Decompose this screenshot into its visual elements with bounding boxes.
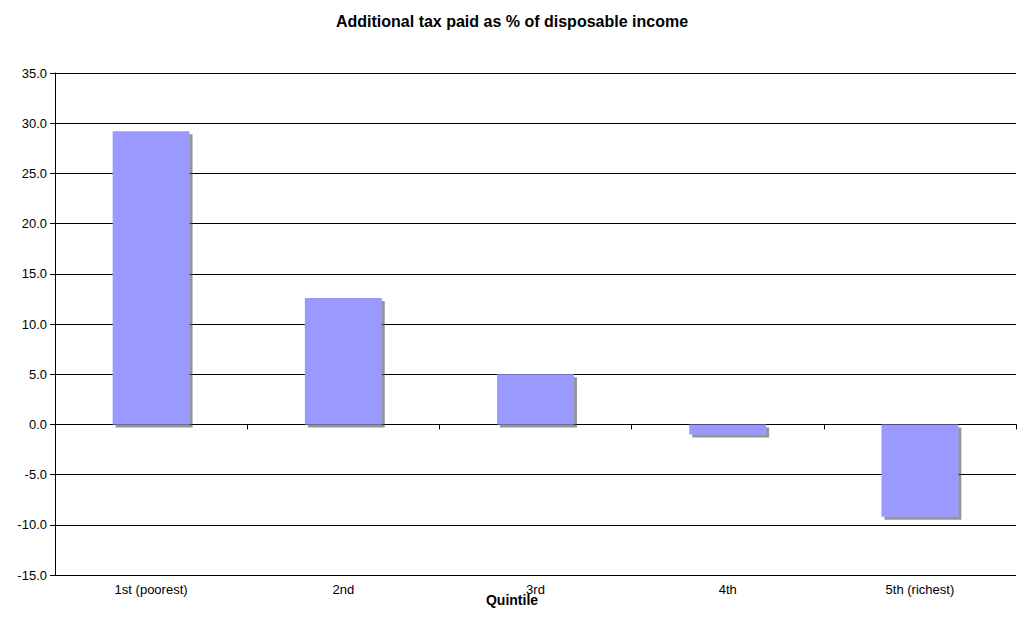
svg-text:0.0: 0.0 — [29, 417, 47, 432]
svg-text:-5.0: -5.0 — [25, 467, 47, 482]
svg-text:5th (richest): 5th (richest) — [886, 582, 955, 597]
svg-text:15.0: 15.0 — [22, 266, 47, 281]
svg-text:-10.0: -10.0 — [17, 517, 47, 532]
svg-text:3rd: 3rd — [526, 582, 545, 597]
svg-text:20.0: 20.0 — [22, 216, 47, 231]
svg-text:Additional tax paid as % of di: Additional tax paid as % of disposable i… — [336, 13, 688, 30]
svg-text:35.0: 35.0 — [22, 66, 47, 81]
svg-text:1st (poorest): 1st (poorest) — [115, 582, 188, 597]
svg-text:4th: 4th — [719, 582, 737, 597]
svg-text:30.0: 30.0 — [22, 116, 47, 131]
svg-text:-15.0: -15.0 — [17, 568, 47, 583]
svg-text:5.0: 5.0 — [29, 367, 47, 382]
svg-text:10.0: 10.0 — [22, 317, 47, 332]
svg-text:Quintile: Quintile — [485, 592, 539, 608]
svg-text:2nd: 2nd — [332, 582, 354, 597]
svg-text:25.0: 25.0 — [22, 166, 47, 181]
